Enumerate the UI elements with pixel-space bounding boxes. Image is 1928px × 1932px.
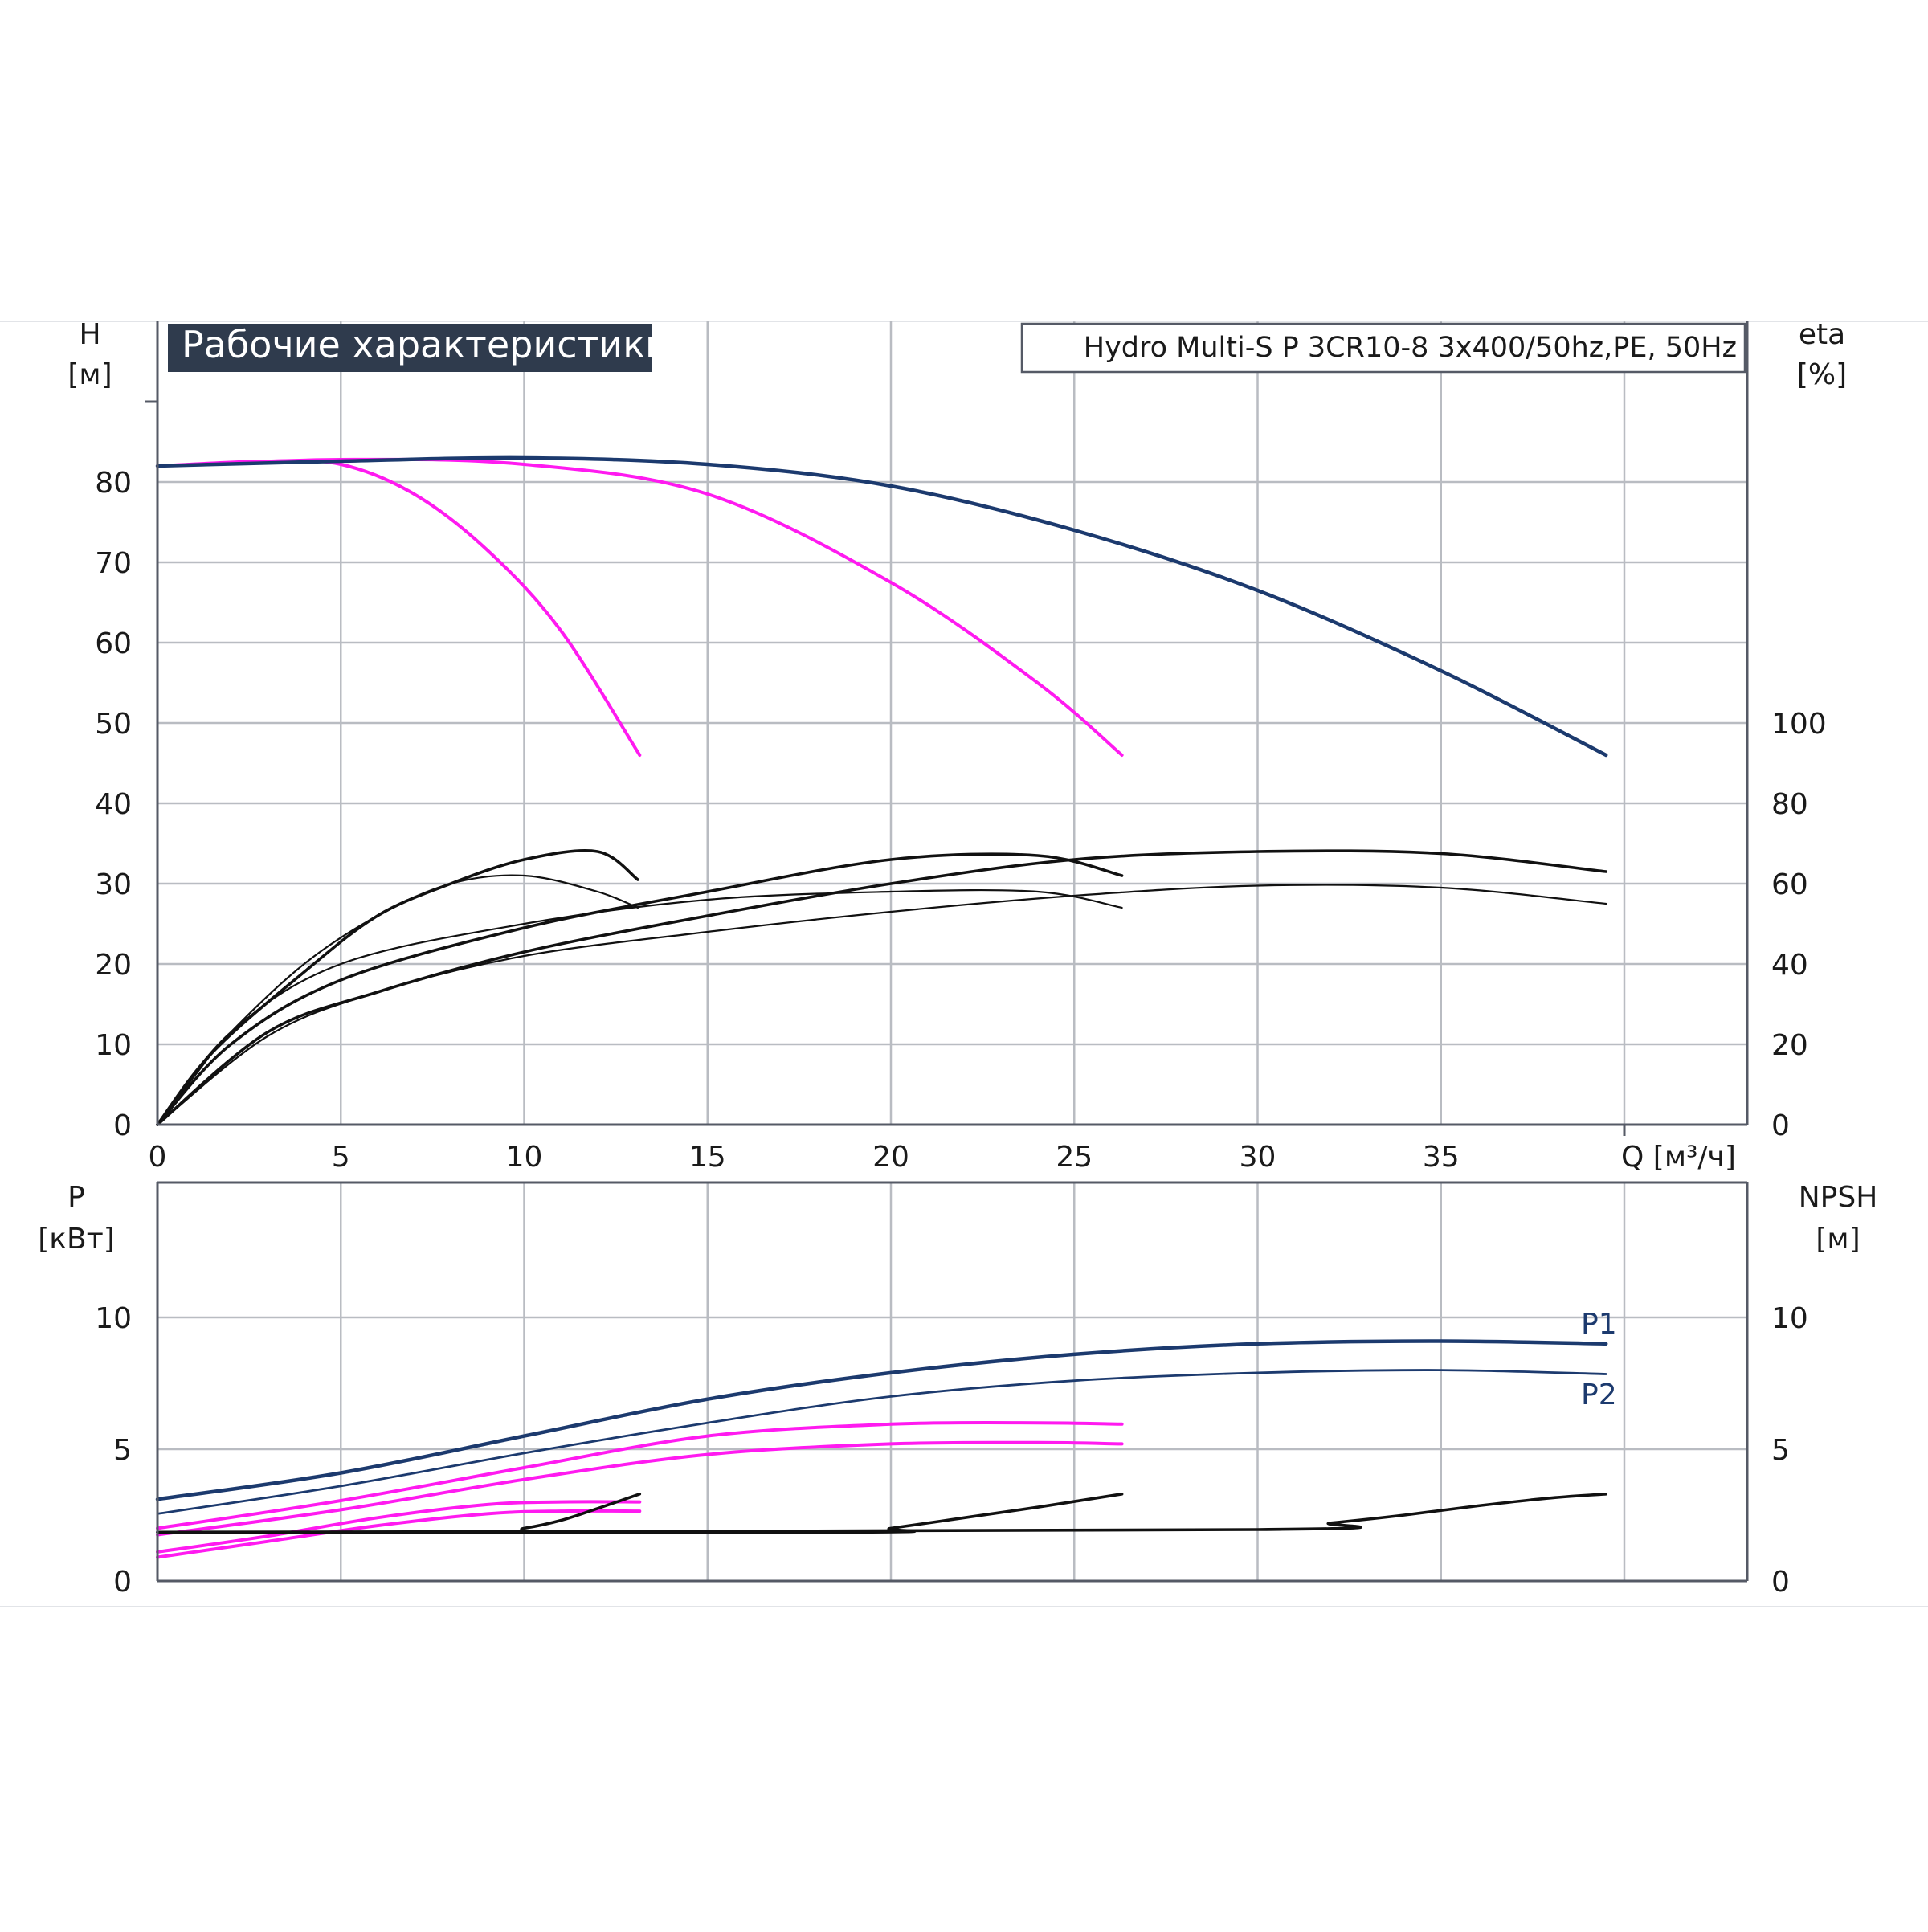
top-series-eta-5	[156, 888, 1123, 1126]
y2-axis-label-eta: eta	[1799, 318, 1845, 351]
npsh-tick-label: 10	[1771, 1302, 1808, 1335]
x-tick-label: 0	[149, 1141, 167, 1174]
bottom-series-power-4	[156, 1500, 642, 1554]
y-tick-label: 50	[95, 708, 132, 741]
y-tick-label: 40	[95, 788, 132, 821]
bottom-grid	[157, 1182, 1747, 1581]
x-tick-label: 10	[506, 1141, 543, 1174]
top-series-eta-6	[156, 852, 1124, 1126]
x-tick-label: 35	[1423, 1141, 1460, 1174]
top-series-eta-8	[156, 849, 1607, 1126]
x-tick-label: 5	[332, 1141, 350, 1174]
y2-tick-label: 20	[1771, 1029, 1808, 1062]
bottom-series-npsh-8	[156, 1493, 1607, 1534]
y-tick-label: 20	[95, 949, 132, 982]
x-axis-label: Q [м³/ч]	[1621, 1141, 1736, 1174]
y-axis-label-p-unit: [кВт]	[38, 1223, 115, 1256]
bottom-series-power-3	[156, 1440, 1124, 1537]
y-tick-label: 60	[95, 627, 132, 660]
y2-axis-label-eta-unit: [%]	[1797, 358, 1847, 391]
y2-tick-label: 40	[1771, 949, 1808, 982]
y-tick-label: 0	[113, 1109, 132, 1142]
x-tick-label: 15	[689, 1141, 726, 1174]
chart-title: Рабочие характеристики	[182, 323, 669, 366]
y-axis-label-p: P	[67, 1181, 85, 1214]
series-label-p2: P2	[1581, 1379, 1617, 1411]
p-tick-label: 10	[95, 1302, 132, 1335]
top-series-eta-4	[156, 848, 639, 1126]
top-series-head-2	[155, 455, 1608, 758]
y-tick-label: 80	[95, 467, 132, 500]
y2-tick-label: 0	[1771, 1109, 1790, 1142]
y-axis-label-h: H	[79, 318, 100, 351]
x-tick-label: 25	[1056, 1141, 1093, 1174]
top-series-eta-7	[156, 884, 1607, 1126]
tick-layer: 0 5 10 15 20 25 30 3501020304050607080020406080…	[95, 400, 1827, 1599]
bottom-series-power-2	[156, 1420, 1124, 1530]
y2-tick-label: 60	[1771, 868, 1808, 901]
npsh-tick-label: 0	[1771, 1566, 1790, 1599]
y2-axis-label-npsh-unit: [м]	[1816, 1223, 1860, 1256]
top-series-eta-3	[156, 874, 639, 1126]
y2-axis-label-npsh: NPSH	[1799, 1181, 1878, 1214]
chart-subtitle: Hydro Multi-S P 3CR10-8 3x400/50hz,PE, 5…	[1084, 332, 1737, 364]
subtitle-box	[1020, 322, 1746, 374]
y2-tick-label: 80	[1771, 788, 1808, 821]
x-tick-label: 30	[1240, 1141, 1276, 1174]
y2-tick-label: 100	[1771, 708, 1827, 741]
top-grid	[157, 321, 1747, 1125]
top-series-head-0	[156, 459, 642, 757]
y-tick-label: 70	[95, 547, 132, 580]
npsh-tick-label: 5	[1771, 1434, 1790, 1467]
series-label-p1: P1	[1581, 1308, 1617, 1341]
bottom-series-power-5	[156, 1509, 642, 1559]
bottom-series-npsh-7	[156, 1493, 1124, 1534]
bottom-series-p1-0	[155, 1339, 1608, 1501]
p-tick-label: 0	[113, 1566, 132, 1599]
p-tick-label: 5	[113, 1434, 132, 1467]
title-box	[168, 324, 652, 372]
y-tick-label: 10	[95, 1029, 132, 1062]
x-tick-label: 20	[872, 1141, 909, 1174]
y-axis-label-h-unit: [м]	[67, 358, 112, 391]
bottom-series-p2-1	[156, 1369, 1607, 1515]
series-layer	[155, 455, 1608, 1559]
y-tick-label: 30	[95, 868, 132, 901]
